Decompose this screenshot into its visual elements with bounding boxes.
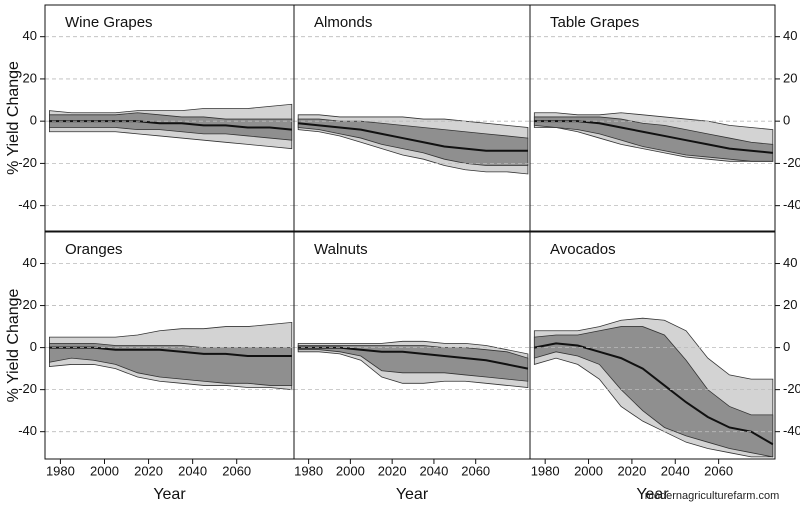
panel-title: Almonds: [314, 14, 372, 31]
y-tick-label: 40: [783, 28, 797, 43]
x-tick-label: 2040: [419, 463, 448, 478]
panel: [49, 321, 293, 391]
x-tick-label: 2060: [704, 463, 733, 478]
x-tick-label: 2000: [574, 463, 603, 478]
panel: [297, 340, 529, 388]
y-tick-label: -40: [783, 197, 800, 212]
y-tick-label: 20: [783, 70, 797, 85]
y-tick-label: -20: [18, 155, 37, 170]
panel: [533, 112, 774, 162]
y-tick-label: 20: [23, 297, 37, 312]
band: [297, 118, 529, 166]
x-tick-label: 2020: [378, 463, 407, 478]
y-tick-label: 20: [23, 70, 37, 85]
y-tick-label: 0: [30, 339, 37, 354]
band: [533, 326, 774, 458]
y-tick-label: 40: [23, 255, 37, 270]
y-axis-label: % Yield Change: [5, 61, 22, 175]
panel: [297, 114, 529, 175]
x-tick-label: 2000: [90, 463, 119, 478]
band: [533, 116, 774, 162]
panel-frame: [529, 231, 776, 460]
y-tick-label: 40: [23, 28, 37, 43]
panel-title: Walnuts: [314, 241, 368, 258]
panel-frame: [529, 4, 776, 232]
y-axis-label: % Yield Change: [5, 288, 22, 402]
y-tick-label: -40: [783, 423, 800, 438]
panel: [49, 103, 293, 150]
y-tick-label: -20: [783, 381, 800, 396]
y-tick-label: 0: [30, 113, 37, 128]
y-tick-label: 0: [783, 339, 790, 354]
watermark: modernagriculturefarm.com: [645, 490, 780, 502]
panel-title: Table Grapes: [550, 14, 639, 31]
x-tick-label: 2040: [661, 463, 690, 478]
y-tick-label: 40: [783, 255, 797, 270]
band: [297, 345, 529, 382]
x-tick-label: 2060: [222, 463, 251, 478]
x-tick-label: 1980: [531, 463, 560, 478]
x-tick-label: 2020: [134, 463, 163, 478]
x-tick-label: 1980: [46, 463, 75, 478]
y-tick-label: 0: [783, 113, 790, 128]
y-tick-label: -20: [783, 155, 800, 170]
y-tick-label: -40: [18, 197, 37, 212]
median-line: [534, 342, 774, 446]
x-axis-label: Year: [396, 486, 429, 503]
median-line: [298, 122, 528, 152]
panel: [533, 317, 774, 458]
panel-title: Wine Grapes: [65, 14, 153, 31]
panel-title: Oranges: [65, 241, 123, 258]
y-tick-label: -20: [18, 381, 37, 396]
y-tick-label: -40: [18, 423, 37, 438]
x-axis-label: Year: [153, 486, 186, 503]
x-tick-label: 2020: [617, 463, 646, 478]
x-tick-label: 2060: [461, 463, 490, 478]
x-tick-label: 2040: [178, 463, 207, 478]
x-axis-label: Year: [636, 486, 669, 503]
band: [49, 112, 293, 141]
panel-title: Avocados: [550, 241, 616, 258]
x-tick-label: 2000: [336, 463, 365, 478]
y-tick-label: 20: [783, 297, 797, 312]
x-tick-label: 1980: [294, 463, 323, 478]
